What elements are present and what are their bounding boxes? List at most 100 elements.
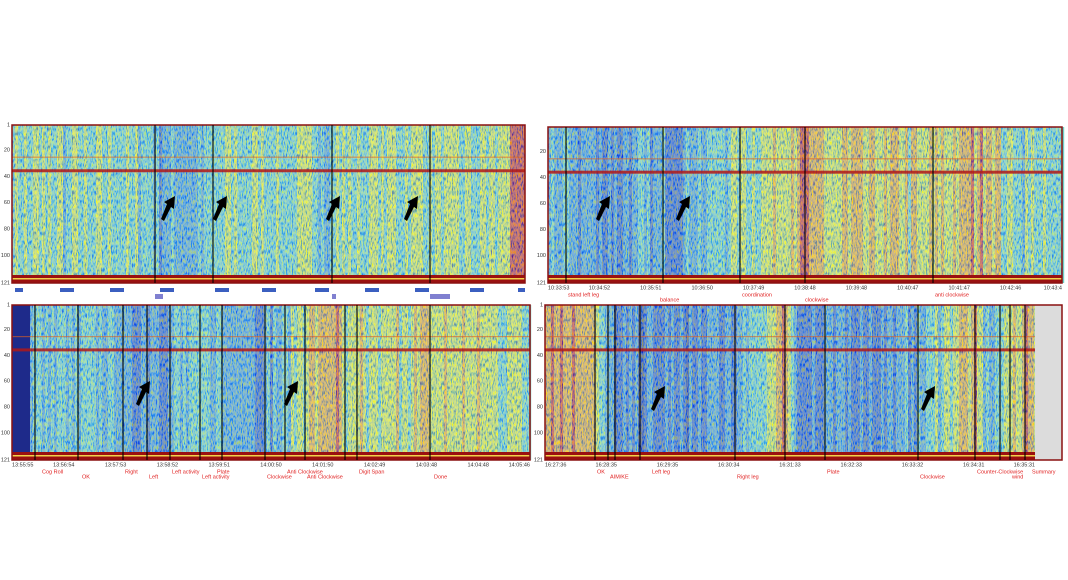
- y-tick-label: 40: [540, 175, 546, 181]
- event-label: Left: [149, 474, 159, 480]
- event-label: Summary: [1032, 469, 1056, 475]
- time-label: 16:30:34: [718, 462, 739, 468]
- y-tick-label: 80: [537, 404, 543, 410]
- event-label: OK: [82, 474, 90, 480]
- segment-marker: [332, 294, 336, 299]
- event-label: wind: [1011, 474, 1023, 480]
- y-tick-label: 100: [537, 253, 546, 259]
- segment-marker: [430, 294, 450, 299]
- time-label: 10:41:47: [948, 285, 969, 291]
- time-label: 13:57:53: [105, 462, 126, 468]
- y-tick-label: 121: [1, 280, 10, 286]
- y-tick-label: 80: [4, 226, 10, 232]
- y-tick-label: 121: [534, 457, 543, 463]
- time-label: 14:03:48: [416, 462, 437, 468]
- time-label: 10:35:51: [640, 285, 661, 291]
- time-label: 10:36:50: [691, 285, 712, 291]
- heatmap-noise: [12, 125, 525, 283]
- y-tick-label: 1: [540, 302, 543, 308]
- y-tick-label: 80: [540, 227, 546, 233]
- time-label: 10:38:48: [794, 285, 815, 291]
- heatmap-panel: [547, 126, 1065, 284]
- band: [545, 455, 1035, 457]
- event-label: Left leg: [652, 469, 670, 475]
- time-label: 10:43:4: [1044, 285, 1062, 291]
- y-tick-label: 100: [1, 430, 10, 436]
- arrow: [284, 381, 298, 406]
- band: [12, 336, 530, 338]
- time-label: 13:56:54: [53, 462, 74, 468]
- event-label: Clockwise: [267, 474, 292, 480]
- band: [12, 278, 525, 280]
- time-label: 14:04:48: [467, 462, 488, 468]
- arrow: [921, 386, 935, 411]
- event-label: Right leg: [737, 474, 759, 480]
- band: [545, 348, 1035, 352]
- segment-marker: [518, 288, 525, 292]
- y-tick-label: 100: [1, 253, 10, 259]
- segment-marker: [155, 294, 163, 299]
- y-tick-label: 60: [4, 379, 10, 385]
- event-label: Cog Roll: [42, 469, 63, 475]
- event-label: anti clockwise: [935, 292, 969, 298]
- time-label: 10:42:46: [1000, 285, 1021, 291]
- time-label: 10:40:47: [897, 285, 918, 291]
- event-label: stand left leg: [568, 292, 599, 298]
- empty-area: [1035, 305, 1062, 460]
- segment-marker: [415, 288, 429, 292]
- event-label: Counter-Clockwise: [977, 469, 1023, 475]
- event-label: AIM/KE: [610, 474, 629, 480]
- event-label: clockwise: [805, 297, 829, 303]
- event-label: Done: [434, 474, 447, 480]
- time-label: 16:28:35: [596, 462, 617, 468]
- time-label: 16:33:32: [902, 462, 923, 468]
- time-label: 14:01:50: [312, 462, 333, 468]
- segment-marker: [215, 288, 229, 292]
- time-label: 16:27:36: [545, 462, 566, 468]
- time-label: 16:34:31: [963, 462, 984, 468]
- y-tick-label: 20: [537, 327, 543, 333]
- time-label: 14:05:46: [509, 462, 530, 468]
- segment-marker: [315, 288, 329, 292]
- event-label: Right: [125, 469, 138, 475]
- y-tick-label: 100: [534, 430, 543, 436]
- event-label: Left activity: [202, 474, 230, 480]
- band: [12, 156, 525, 158]
- heatmap-noise: [545, 305, 1035, 460]
- band: [12, 348, 530, 352]
- arrow: [326, 196, 340, 221]
- y-tick-label: 60: [4, 200, 10, 206]
- segment-marker: [470, 288, 484, 292]
- y-tick-label: 40: [4, 353, 10, 359]
- time-label: 14:02:49: [364, 462, 385, 468]
- segment-marker: [365, 288, 379, 292]
- band: [12, 455, 530, 457]
- event-label: Clockwise: [920, 474, 945, 480]
- panel-frame: [11, 304, 531, 461]
- arrow: [676, 196, 690, 221]
- event-label: Anti Clockwise: [287, 469, 323, 475]
- arrow: [213, 196, 227, 221]
- y-tick-label: 40: [4, 174, 10, 180]
- arrow: [161, 196, 175, 221]
- segment-marker: [110, 288, 124, 292]
- event-label: Digit Span: [359, 469, 384, 475]
- band: [545, 336, 1035, 338]
- heatmap-noise: [12, 305, 530, 460]
- event-label: Plate: [827, 469, 840, 475]
- event-label: Plate: [217, 469, 230, 475]
- event-label: OK: [597, 469, 605, 475]
- event-label: balance: [660, 297, 679, 303]
- time-label: 13:58:52: [157, 462, 178, 468]
- y-tick-label: 20: [540, 149, 546, 155]
- segment-marker: [262, 288, 276, 292]
- time-label: 16:32:33: [841, 462, 862, 468]
- event-label: Anti Clockwise: [307, 474, 343, 480]
- y-tick-label: 60: [540, 201, 546, 207]
- band: [12, 169, 525, 173]
- time-label: 16:29:35: [657, 462, 678, 468]
- heatmap-panel: [11, 124, 526, 284]
- arrow: [404, 196, 418, 221]
- y-tick-label: 40: [537, 353, 543, 359]
